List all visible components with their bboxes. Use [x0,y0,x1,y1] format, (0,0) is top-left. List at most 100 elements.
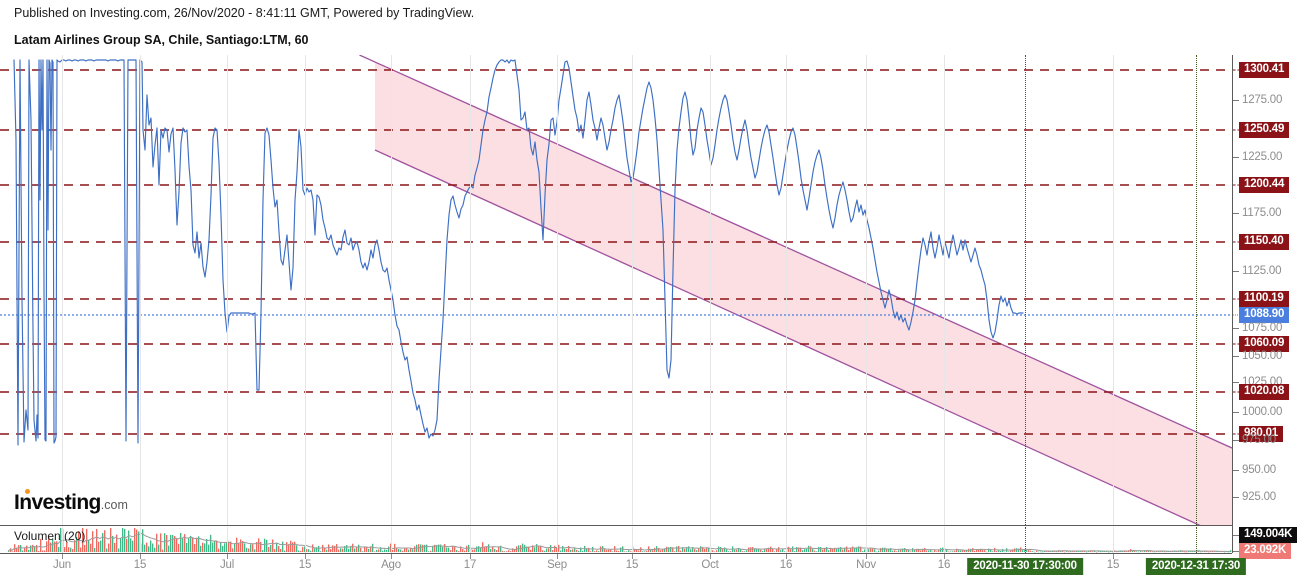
volume-bar [146,542,148,552]
volume-bar [1126,551,1128,553]
volume-bar [404,548,406,552]
volume-bar [214,541,216,552]
volume-bar [642,551,644,552]
volume-bar [458,551,460,552]
price-line[interactable] [13,59,1024,446]
volume-bar [914,549,916,552]
volume-bar [342,548,344,552]
volume-ma-line [7,532,1231,552]
price-level-badge[interactable]: 1100.19 [1239,291,1289,307]
volume-bar [176,538,178,552]
volume-bar [692,546,694,552]
volume-bar [376,549,378,552]
volume-bar [796,547,798,552]
volume-bar [908,550,910,552]
volume-bar [726,549,728,552]
volume-bar [506,551,508,552]
volume-bar [716,550,718,552]
volume-axis-tick [1233,535,1239,536]
volume-bar [102,533,104,552]
volume-bar [734,549,736,552]
date-marker-line [1025,55,1026,525]
price-level-badge[interactable]: 1150.40 [1239,234,1289,250]
volume-bar [974,550,976,552]
volume-bar [284,550,286,552]
volume-bar [880,548,882,552]
volume-bar [1152,551,1154,553]
volume-bar [238,542,240,552]
volume-bar [916,548,918,552]
volume-bar [886,548,888,552]
volume-bar [1032,551,1034,552]
volume-bar [148,546,150,552]
volume-bar [20,544,22,552]
volume-bar [172,534,174,552]
volume-bar [226,542,228,552]
volume-bar [544,550,546,552]
trend-channel-upper-line[interactable] [359,55,1232,449]
volume-bar [258,538,260,552]
volume-bar [674,551,676,552]
volume-bar [1030,550,1032,552]
price-level-badge[interactable]: 1250.49 [1239,122,1290,138]
volume-bar [960,550,962,552]
volume-bar [660,550,662,552]
volume-bar [64,547,66,552]
price-axis-tick [1233,100,1239,101]
date-marker-line [1196,55,1197,525]
price-level-badge[interactable]: 1200.44 [1239,177,1290,193]
price-level-badge[interactable]: 1300.41 [1239,62,1290,78]
trend-channel-lower-line[interactable] [374,149,1232,525]
volume-bar [870,548,872,552]
price-level-badge[interactable]: 980.01 [1239,426,1283,442]
volume-bar [120,538,122,552]
price-level-badge[interactable]: 1060.09 [1239,336,1290,352]
date-axis[interactable]: Jun 15 Jul 15 Ago 17 Sep 15 Oct 16 Nov 16 15 2020-11-… [0,554,1247,580]
volume-bar [658,547,660,552]
volume-bar [250,544,252,552]
date-axis-tick [140,554,141,559]
price-axis-tick [1233,314,1240,316]
volume-bar [138,531,140,552]
volume-current-badge[interactable]: 23.092K [1239,543,1292,559]
date-marker-badge[interactable]: 2020-12-31 17:30 [1145,558,1247,575]
volume-bar [132,540,134,552]
volume-total-badge[interactable]: 149.004K [1239,527,1298,543]
volume-bar [630,551,632,552]
volume-bar [1176,551,1178,552]
volume-bar [144,544,146,552]
symbol-title: Latam Airlines Group SA, Chile, Santiago… [14,33,309,47]
price-plot[interactable] [0,55,1232,525]
volume-bar [236,537,238,552]
volume-bar [406,548,408,552]
volume-bar [556,547,558,552]
volume-bar [1004,551,1006,553]
volume-bar [36,545,38,552]
volume-bar [546,548,548,552]
date-axis-label: 15 [625,559,639,571]
vertical-gridline [710,55,711,525]
price-level-badge[interactable]: 1020.08 [1239,384,1290,400]
volume-bar [170,534,172,552]
volume-bar [158,544,160,552]
volume-bar [906,550,908,552]
price-axis-label: 1050.00 [1242,350,1283,362]
price-axis-label: 1175.00 [1242,207,1282,219]
date-marker-badge[interactable]: 2020-11-30 17:30:00 [967,558,1083,575]
volume-bar [474,549,476,552]
volume-bar [392,549,394,552]
date-axis-tick [944,554,945,559]
volume-bar [1212,551,1214,553]
volume-bar [778,547,780,552]
volume-bar [142,529,144,552]
current-price-badge[interactable]: 1088.90 [1239,307,1290,323]
volume-bar [1202,551,1204,553]
volume-plot[interactable] [0,527,1232,553]
price-axis-tick [1233,497,1239,498]
volume-bar [48,536,50,552]
volume-bar [766,548,768,552]
price-axis[interactable]: 1300.41 1275.00 1250.49 1225.00 1200.44 1175.… [1233,55,1299,559]
volume-bar [230,541,232,552]
volume-bar [426,544,428,552]
volume-bar [354,548,356,552]
